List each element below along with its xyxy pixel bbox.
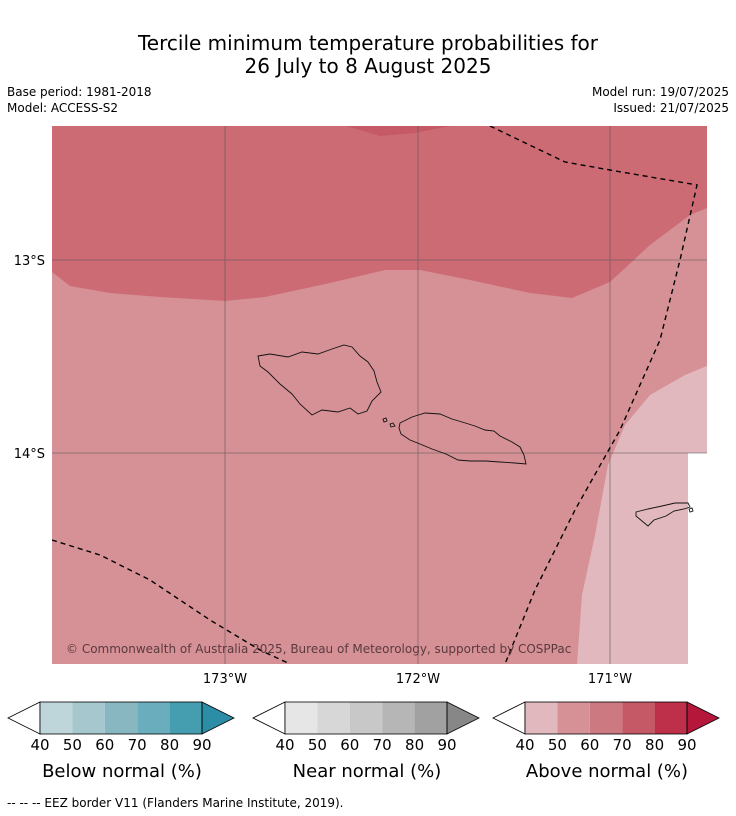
colorbar-near-label: Near normal (%)	[292, 761, 442, 782]
colorbar-near-swatches: 40 50 60 70 80 90	[252, 701, 480, 754]
colorbar-swatch	[557, 702, 590, 734]
upolu-island	[398, 412, 527, 465]
aunuu-island	[688, 507, 694, 513]
colorbar-swatch	[589, 702, 623, 734]
colorbar-tick-label: 60	[340, 736, 359, 754]
colorbar-below-swatches: 40 50 60 70 80 90	[7, 701, 235, 754]
colorbar-tick-label: 40	[275, 736, 294, 754]
colorbar-tick-label: 90	[677, 736, 696, 754]
copyright-notice: © Commonwealth of Australia 2025, Bureau…	[66, 642, 571, 656]
colorbar-tick-label: 80	[160, 736, 179, 754]
colorbar-under-triangle	[252, 701, 286, 735]
colorbar-above-swatches: 40 50 60 70 80 90	[492, 701, 720, 754]
colorbar-swatch	[414, 702, 447, 734]
region-above-40-50	[577, 366, 707, 664]
lon-label-171w: 171°W	[588, 672, 632, 687]
colorbar-tick-label: 70	[128, 736, 147, 754]
region-above-70-80	[346, 126, 450, 136]
colorbar-frame	[284, 701, 448, 735]
colorbar-tick-label: 90	[437, 736, 456, 754]
lon-label-173w: 173°W	[203, 672, 247, 687]
colorbar-swatch	[654, 702, 687, 734]
colorbar-swatch	[349, 702, 383, 734]
issued-date: Issued: 21/07/2025	[613, 101, 729, 115]
colorbar-tick-label: 70	[373, 736, 392, 754]
model-run-date: Model run: 19/07/2025	[591, 85, 729, 99]
colorbar-over-triangle	[201, 701, 235, 735]
lon-label-172w: 172°W	[396, 672, 440, 687]
colorbar-above-normal: 40 50 60 70 80 90 Above normal (%)	[491, 700, 723, 790]
colorbar-swatch	[525, 702, 558, 734]
colorbar-swatch	[317, 702, 350, 734]
colorbar-above-label: Above normal (%)	[525, 761, 689, 782]
colorbar-swatch	[285, 702, 318, 734]
chart-title-line2: 26 July to 8 August 2025	[244, 54, 492, 78]
colorbar-near-normal: 40 50 60 70 80 90 Near normal (%)	[251, 700, 483, 790]
colorbar-frame	[524, 701, 688, 735]
colorbar-tick-label: 60	[580, 736, 599, 754]
colorbar-tick-label: 50	[63, 736, 82, 754]
colorbar-tick-label: 50	[308, 736, 327, 754]
model-name: Model: ACCESS-S2	[7, 101, 119, 115]
apolima-island	[389, 422, 396, 428]
base-period: Base period: 1981-2018	[7, 85, 152, 99]
colorbar-tick-label: 60	[95, 736, 114, 754]
probability-map: © Commonwealth of Australia 2025, Bureau…	[14, 126, 707, 687]
colorbar-below-label: Below normal (%)	[42, 761, 202, 782]
lat-label-14s: 14°S	[14, 447, 45, 462]
colorbar-over-triangle	[686, 701, 720, 735]
colorbar-swatch	[622, 702, 655, 734]
colorbar-swatch	[382, 702, 415, 734]
colorbar-under-triangle	[7, 701, 41, 735]
colorbar-over-triangle	[446, 701, 480, 735]
manono-island	[382, 417, 388, 423]
lat-label-13s: 13°S	[14, 254, 45, 269]
graticule	[52, 126, 707, 664]
axis-labels: 13°S 14°S 173°W 172°W 171°W	[14, 254, 633, 687]
colorbar-swatch	[137, 702, 170, 734]
eez-border	[52, 126, 698, 664]
eez-footnote: -- -- -- EEZ border V11 (Flanders Marine…	[7, 796, 344, 810]
colorbar-below-normal: 40 50 60 70 80 90 Below normal (%)	[6, 700, 238, 790]
colorbar-tick-label: 70	[613, 736, 632, 754]
colorbar-frame	[39, 701, 203, 735]
region-above-60-70	[52, 126, 707, 301]
chart-title-line1: Tercile minimum temperature probabilitie…	[137, 31, 599, 55]
colorbar-swatch	[40, 702, 73, 734]
tutuila-island	[635, 502, 691, 527]
colorbar-tick-label: 80	[645, 736, 664, 754]
colorbar-swatch	[104, 702, 138, 734]
coastlines	[257, 344, 694, 527]
colorbar-tick-label: 50	[548, 736, 567, 754]
colorbar-tick-label: 90	[192, 736, 211, 754]
colorbar-tick-label: 40	[30, 736, 49, 754]
colorbar-tick-label: 40	[515, 736, 534, 754]
savaii-island	[257, 344, 382, 416]
no-data-area	[688, 453, 707, 664]
colorbar-under-triangle	[492, 701, 526, 735]
colorbar-swatch	[169, 702, 202, 734]
colorbar-swatch	[72, 702, 105, 734]
colorbar-tick-label: 80	[405, 736, 424, 754]
